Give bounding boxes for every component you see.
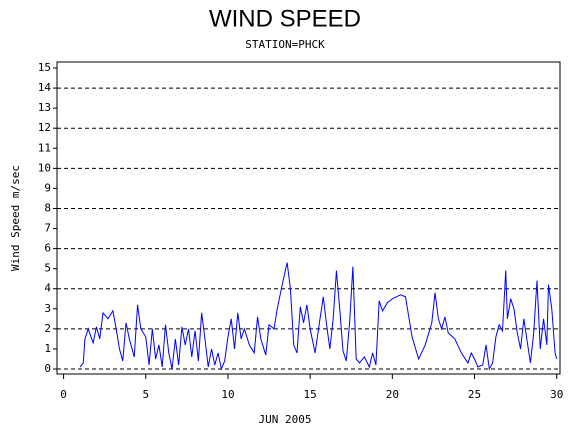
- chart-title: WIND SPEED: [209, 5, 361, 32]
- y-tick-label: 11: [38, 141, 51, 154]
- x-tick-label: 30: [550, 388, 563, 401]
- y-tick-label: 9: [44, 181, 51, 194]
- x-tick-label: 5: [142, 388, 149, 401]
- y-axis-label: Wind Speed m/sec: [9, 165, 22, 271]
- y-tick-label: 13: [38, 101, 51, 114]
- y-tick-label: 8: [44, 201, 51, 214]
- chart-subtitle: STATION=PHCK: [245, 38, 325, 51]
- data-line: [79, 262, 558, 371]
- y-tick-label: 14: [38, 81, 52, 94]
- plot-frame: [56, 61, 561, 375]
- x-tick-label: 15: [304, 388, 317, 401]
- y-tick-label: 6: [44, 242, 51, 255]
- y-tick-label: 3: [44, 302, 51, 315]
- y-tick-label: 7: [44, 222, 51, 235]
- x-tick-label: 20: [386, 388, 399, 401]
- x-tick-label: 25: [468, 388, 481, 401]
- x-axis-label: JUN 2005: [259, 413, 312, 426]
- y-tick-label: 4: [44, 282, 51, 295]
- y-tick-label: 1: [44, 342, 51, 355]
- y-tick-label: 15: [38, 61, 51, 74]
- y-tick-label: 10: [38, 161, 51, 174]
- x-tick-label: 0: [60, 388, 67, 401]
- y-tick-label: 5: [44, 262, 51, 275]
- y-tick-label: 0: [44, 362, 51, 375]
- y-tick-label: 12: [38, 121, 51, 134]
- x-tick-label: 10: [221, 388, 234, 401]
- y-tick-label: 2: [44, 322, 51, 335]
